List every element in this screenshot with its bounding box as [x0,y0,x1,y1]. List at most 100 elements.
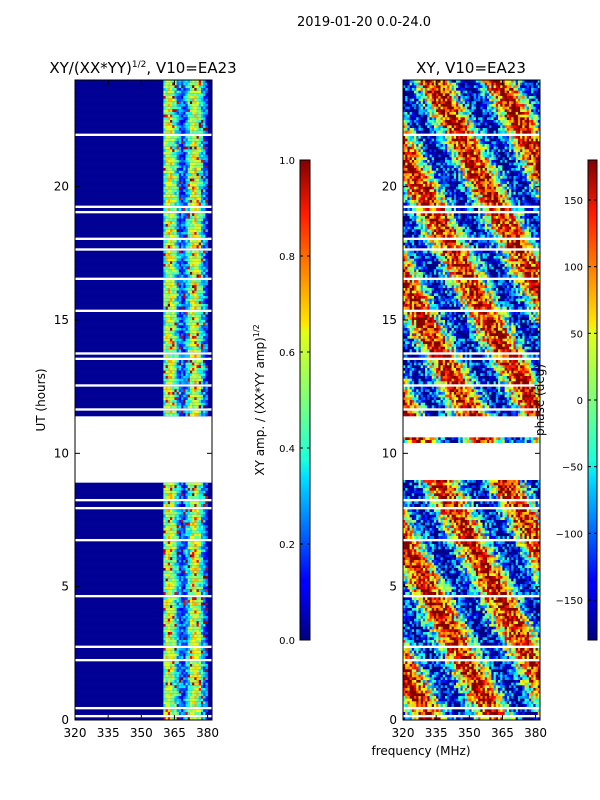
heatmap-cell [183,520,186,523]
heatmap-cell [185,122,188,126]
heatmap-cell [187,325,191,329]
heatmap-cell [531,104,534,107]
heatmap-cell [181,85,184,89]
heatmap-cell [198,181,202,185]
heatmap-cell [178,317,182,321]
heatmap-cell [194,256,197,259]
heatmap-cell [407,114,410,118]
heatmap-cell [205,160,208,163]
heatmap-cell [172,344,175,347]
heatmap-cell [167,584,171,587]
heatmap-cell [205,362,208,366]
heatmap-cell [511,106,514,110]
heatmap-cell [194,378,197,382]
heatmap-cell [174,80,177,83]
heatmap-cell [181,245,184,249]
heatmap-cell [506,98,510,102]
heatmap-cell [192,509,195,513]
heatmap-cell [192,394,195,398]
heatmap-cell [176,626,180,630]
heatmap-cell [170,632,173,635]
heatmap-cell [174,557,177,561]
heatmap-cell [200,290,204,294]
heatmap-cell [442,80,446,83]
heatmap-cell [165,586,169,590]
heatmap-cell [405,88,408,91]
heatmap-cell [484,88,488,91]
heatmap-cell [515,104,519,107]
heatmap-cell [196,88,200,91]
heatmap-row [75,650,212,654]
heatmap-cell [203,493,206,497]
heatmap-cell [189,122,193,126]
heatmap-cell [167,544,171,547]
heatmap-cell [205,304,208,307]
heatmap-cell [185,600,188,603]
heatmap-cell [515,88,519,91]
heatmap-cell [167,362,171,366]
heatmap-cell [172,346,175,350]
heatmap-cell [176,80,180,83]
heatmap-cell [198,328,202,331]
heatmap-cell [178,162,182,166]
heatmap-cell [200,528,204,531]
heatmap-cell [170,344,173,347]
heatmap-cell [176,269,180,273]
heatmap-cell [172,320,175,323]
heatmap-cell [194,130,197,134]
heatmap-cell [520,82,523,86]
heatmap-cell [185,301,188,305]
heatmap-cell [174,661,177,665]
heatmap-cell [205,565,208,569]
heatmap-cell [170,144,173,147]
heatmap-cell [178,234,182,238]
heatmap-cell [189,400,193,403]
heatmap-cell [183,496,186,499]
heatmap-row [75,333,212,337]
heatmap-cell [174,656,177,659]
heatmap-cell [165,554,169,558]
heatmap-cell [189,226,193,230]
heatmap-cell [194,173,197,177]
heatmap-cell [174,85,177,89]
heatmap-cell [170,229,173,233]
heatmap-cell [187,717,191,721]
heatmap-cell [420,93,424,97]
heatmap-cell [196,221,200,225]
heatmap-cell [181,112,184,115]
heatmap-cell [183,618,186,622]
heatmap-cell [200,701,204,705]
heatmap-row [75,586,212,590]
heatmap-cell [181,288,184,291]
heatmap-cell [172,189,175,193]
heatmap-cell [163,640,166,643]
heatmap-cell [192,586,195,590]
heatmap-cell [205,96,208,99]
heatmap-cell [176,386,180,390]
heatmap-cell [163,125,166,129]
heatmap-cell [440,98,444,102]
heatmap-cell [165,565,169,569]
heatmap-cell [414,80,417,83]
heatmap-cell [203,504,206,507]
heatmap-cell [200,90,204,94]
heatmap-cell [409,98,413,102]
heatmap-row [75,160,212,163]
heatmap-cell [192,640,195,643]
heatmap-cell [187,362,191,366]
heatmap-cell [200,592,204,595]
heatmap-cell [163,605,166,609]
heatmap-cell [183,192,186,195]
heatmap-cell [185,568,188,571]
heatmap-cell [176,400,180,403]
heatmap-cell [189,93,193,97]
heatmap-cell [205,573,208,577]
heatmap-cell [163,365,166,369]
heatmap-cell [409,104,413,107]
heatmap-cell [178,576,182,579]
heatmap-cell [198,317,202,321]
heatmap-cell [189,360,193,363]
heatmap-cell [189,701,193,705]
heatmap-cell [185,373,188,377]
heatmap-cell [172,245,175,249]
